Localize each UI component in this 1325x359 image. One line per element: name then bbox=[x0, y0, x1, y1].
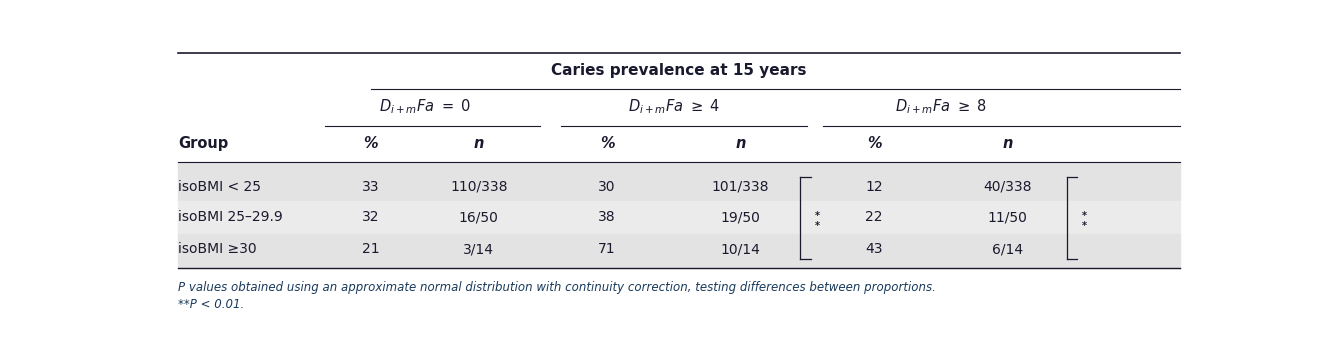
Text: 16/50: 16/50 bbox=[458, 210, 498, 224]
Text: 12: 12 bbox=[865, 180, 882, 194]
Text: Group: Group bbox=[178, 136, 228, 151]
Text: 6/14: 6/14 bbox=[992, 242, 1023, 256]
Text: 11/50: 11/50 bbox=[987, 210, 1028, 224]
Text: 71: 71 bbox=[599, 242, 616, 256]
Text: isoBMI < 25: isoBMI < 25 bbox=[178, 180, 261, 194]
Text: isoBMI ≥30: isoBMI ≥30 bbox=[178, 242, 257, 256]
Text: $\mathit{D}_{i+m}\mathit{Fa}\ =\ 0$: $\mathit{D}_{i+m}\mathit{Fa}\ =\ 0$ bbox=[379, 97, 472, 116]
Text: isoBMI 25–29.9: isoBMI 25–29.9 bbox=[178, 210, 282, 224]
Text: n: n bbox=[735, 136, 746, 151]
Text: 22: 22 bbox=[865, 210, 882, 224]
Text: 38: 38 bbox=[599, 210, 616, 224]
Text: 32: 32 bbox=[362, 210, 380, 224]
Text: 43: 43 bbox=[865, 242, 882, 256]
Text: 101/338: 101/338 bbox=[712, 180, 770, 194]
Text: 19/50: 19/50 bbox=[721, 210, 761, 224]
Text: *: * bbox=[815, 211, 820, 221]
Text: P values obtained using an approximate normal distribution with continuity corre: P values obtained using an approximate n… bbox=[178, 281, 935, 294]
Text: 30: 30 bbox=[599, 180, 616, 194]
Text: 110/338: 110/338 bbox=[451, 180, 507, 194]
Text: 10/14: 10/14 bbox=[721, 242, 761, 256]
Bar bbox=[178, 234, 1181, 269]
Text: $\mathit{D}_{i+m}\mathit{Fa}\ \geq\ 4$: $\mathit{D}_{i+m}\mathit{Fa}\ \geq\ 4$ bbox=[628, 97, 719, 116]
Bar bbox=[178, 162, 1181, 201]
Text: n: n bbox=[473, 136, 484, 151]
Text: *: * bbox=[1081, 211, 1086, 221]
Text: 3/14: 3/14 bbox=[464, 242, 494, 256]
Text: %: % bbox=[867, 136, 881, 151]
Text: 40/338: 40/338 bbox=[983, 180, 1032, 194]
Text: %: % bbox=[363, 136, 379, 151]
Text: 33: 33 bbox=[362, 180, 380, 194]
Text: n: n bbox=[1003, 136, 1012, 151]
Text: *: * bbox=[1081, 220, 1086, 230]
Text: Caries prevalence at 15 years: Caries prevalence at 15 years bbox=[551, 63, 807, 78]
Text: **P < 0.01.: **P < 0.01. bbox=[178, 298, 244, 311]
Text: 21: 21 bbox=[362, 242, 380, 256]
Text: %: % bbox=[600, 136, 615, 151]
Bar bbox=[178, 201, 1181, 234]
Text: $\mathit{D}_{i+m}\mathit{Fa}\ \geq\ 8$: $\mathit{D}_{i+m}\mathit{Fa}\ \geq\ 8$ bbox=[894, 97, 987, 116]
Text: *: * bbox=[815, 220, 820, 230]
